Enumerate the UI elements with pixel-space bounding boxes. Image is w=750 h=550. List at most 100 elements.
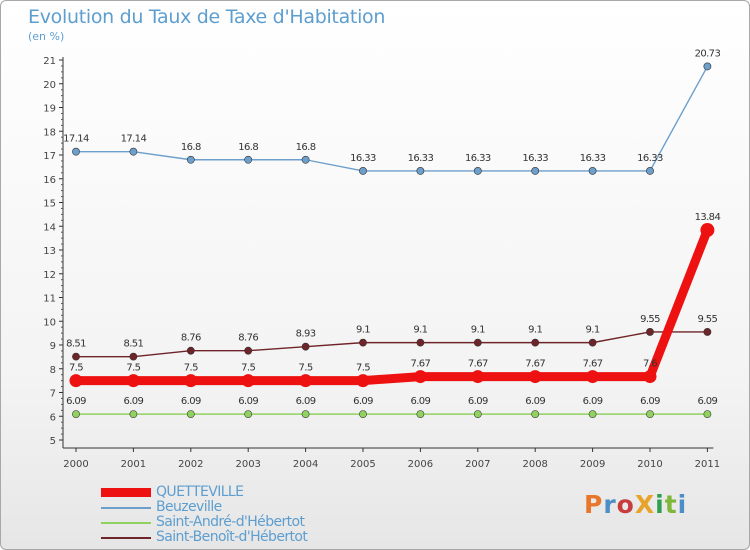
y-tick-label: 5 [50, 436, 56, 447]
data-label: 16.33 [408, 153, 434, 164]
series-line-quetteville [76, 228, 712, 386]
proxiti-logo: ProXiti [584, 490, 687, 519]
data-point [129, 352, 138, 361]
data-label: 16.33 [580, 153, 606, 164]
x-tick-label: 2010 [637, 459, 662, 470]
data-label: 9.1 [471, 325, 485, 336]
x-tick-label: 2001 [121, 459, 146, 470]
y-tick-label: 8 [50, 365, 56, 376]
data-label: 9.1 [528, 325, 542, 336]
y-tick-label: 18 [43, 127, 56, 138]
data-point [301, 410, 310, 419]
y-tick-label: 7 [50, 389, 56, 400]
data-label: 8.51 [123, 339, 143, 350]
data-label: 16.8 [181, 142, 201, 153]
data-point [473, 338, 482, 347]
data-label: 6.09 [525, 396, 545, 407]
logo-letter: r [603, 490, 617, 519]
data-point [299, 374, 313, 388]
data-point [244, 155, 253, 164]
data-label: 6.09 [353, 396, 373, 407]
data-point [643, 370, 657, 384]
data-point [416, 167, 425, 175]
x-tick-label: 2011 [695, 459, 720, 470]
data-label: 7.5 [241, 363, 255, 374]
data-point [244, 410, 253, 419]
data-label: 7.5 [299, 363, 313, 374]
data-label: 16.33 [465, 153, 491, 164]
data-point [356, 374, 370, 388]
data-label: 6.09 [640, 396, 660, 407]
data-label: 7.5 [356, 363, 370, 374]
data-label: 9.1 [586, 325, 600, 336]
data-label: 8.93 [296, 329, 316, 340]
data-point [186, 155, 195, 164]
data-point [69, 374, 83, 388]
data-point [359, 167, 367, 175]
legend-swatch [101, 507, 151, 509]
data-point [413, 370, 427, 384]
legend-label: QUETTEVILLE [156, 484, 244, 500]
data-label: 7.5 [126, 363, 140, 374]
data-point [586, 370, 600, 384]
y-tick-label: 20 [43, 80, 56, 91]
data-point [126, 374, 140, 388]
data-point [244, 346, 253, 355]
x-tick-label: 2002 [178, 459, 203, 470]
logo-letter: i [655, 490, 665, 519]
chart-unit-label: (en %) [28, 30, 65, 43]
data-point [416, 410, 425, 419]
data-point [241, 374, 255, 388]
data-point [531, 338, 540, 347]
data-point [703, 328, 712, 336]
y-tick-label: 15 [43, 199, 56, 210]
data-label: 7.5 [184, 363, 198, 374]
y-tick-label: 9 [50, 341, 56, 352]
data-point [416, 338, 425, 347]
data-point [471, 370, 485, 384]
data-label: 16.8 [296, 142, 316, 153]
data-point [129, 410, 138, 419]
data-point [72, 352, 80, 361]
data-point [301, 155, 310, 164]
legend-label: Saint-André-d'Hébertot [156, 514, 305, 530]
data-label: 7.6 [643, 359, 657, 370]
data-point [646, 410, 654, 419]
legend-swatch [101, 537, 151, 539]
data-label: 6.09 [410, 396, 430, 407]
y-tick-label: 17 [43, 151, 56, 162]
data-point [531, 410, 540, 419]
logo-letter: P [584, 490, 604, 519]
data-point [528, 370, 542, 384]
data-point [129, 147, 138, 156]
y-tick-label: 16 [43, 175, 56, 186]
x-tick-label: 2007 [465, 459, 490, 470]
data-label: 6.09 [181, 396, 201, 407]
legend-swatch [101, 488, 151, 497]
data-label: 17.14 [121, 134, 147, 145]
data-point [646, 167, 654, 175]
data-label: 8.51 [66, 339, 86, 350]
data-point [531, 167, 540, 175]
x-tick-label: 2006 [408, 459, 433, 470]
data-label: 16.8 [238, 142, 258, 153]
x-tick-label: 2004 [293, 459, 318, 470]
logo-letter: i [677, 490, 688, 519]
data-label: 6.09 [66, 396, 86, 407]
y-tick-label: 21 [43, 56, 56, 67]
y-tick-label: 14 [43, 222, 56, 233]
x-tick-label: 2008 [522, 459, 547, 470]
y-tick-label: 11 [43, 294, 56, 305]
data-label: 16.33 [637, 153, 663, 164]
data-point [301, 342, 310, 351]
x-tick-label: 2000 [63, 459, 88, 470]
data-point [588, 167, 597, 175]
data-point [700, 223, 715, 238]
data-point [646, 328, 654, 336]
data-label: 9.55 [697, 314, 717, 325]
legend-swatch [101, 522, 151, 524]
logo-letter: t [664, 490, 678, 519]
data-point [359, 338, 367, 347]
data-label: 7.67 [468, 359, 488, 370]
